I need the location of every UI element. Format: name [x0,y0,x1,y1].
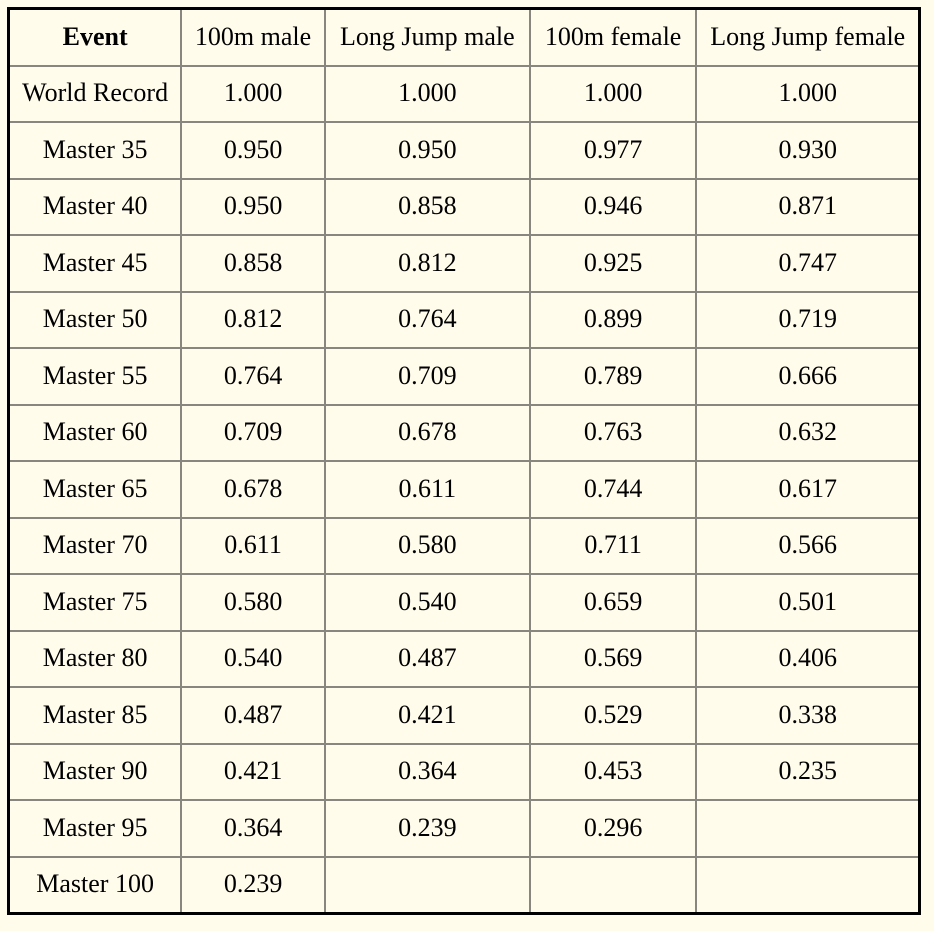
factor-value-cell: 0.540 [323,573,531,632]
factor-value-cell: 1.000 [180,64,326,123]
factor-value-cell: 0.930 [695,121,921,180]
column-header-long-jump-female: Long Jump female [695,7,921,67]
factor-value-cell [695,855,921,915]
event-label-cell: Master 35 [7,121,183,180]
event-label-cell: Master 85 [7,686,183,745]
factor-value-cell: 0.744 [528,460,698,519]
factor-value-cell [528,855,698,915]
table-row: Master 50 0.812 0.764 0.899 0.719 [7,290,921,349]
event-label-cell: Master 40 [7,177,183,236]
table-row: Master 70 0.611 0.580 0.711 0.566 [7,516,921,575]
factor-value-cell: 0.580 [180,573,326,632]
table-row: Master 95 0.364 0.239 0.296 [7,799,921,858]
event-label-cell: Master 45 [7,234,183,293]
factor-value-cell: 0.453 [528,742,698,801]
age-grading-table: Event 100m male Long Jump male 100m fema… [7,7,921,915]
factor-value-cell: 0.719 [695,290,921,349]
factor-value-cell: 0.540 [180,629,326,688]
column-header-event: Event [7,7,183,67]
event-label-cell: Master 70 [7,516,183,575]
factor-value-cell: 0.487 [180,686,326,745]
event-label-cell: Master 75 [7,573,183,632]
table-row: Master 90 0.421 0.364 0.453 0.235 [7,742,921,801]
factor-value-cell: 0.764 [180,347,326,406]
event-label-cell: Master 95 [7,799,183,858]
event-label-cell: World Record [7,64,183,123]
factor-value-cell: 0.580 [323,516,531,575]
factor-value-cell [323,855,531,915]
factor-value-cell: 0.632 [695,403,921,462]
factor-value-cell: 0.871 [695,177,921,236]
factor-value-cell: 0.338 [695,686,921,745]
factor-value-cell: 0.364 [323,742,531,801]
factor-value-cell: 0.659 [528,573,698,632]
factor-value-cell: 0.406 [695,629,921,688]
table-row: Master 60 0.709 0.678 0.763 0.632 [7,403,921,462]
factor-value-cell: 0.946 [528,177,698,236]
column-header-long-jump-male: Long Jump male [323,7,531,67]
table-row: Master 75 0.580 0.540 0.659 0.501 [7,573,921,632]
factor-value-cell: 0.611 [180,516,326,575]
factor-value-cell: 0.763 [528,403,698,462]
factor-value-cell: 1.000 [695,64,921,123]
table-row: Master 45 0.858 0.812 0.925 0.747 [7,234,921,293]
column-header-100m-female: 100m female [528,7,698,67]
event-label-cell: Master 100 [7,855,183,915]
factor-value-cell: 0.709 [180,403,326,462]
column-header-100m-male: 100m male [180,7,326,67]
factor-value-cell: 0.899 [528,290,698,349]
factor-value-cell: 0.858 [180,234,326,293]
factor-value-cell: 0.764 [323,290,531,349]
table-row: Master 100 0.239 [7,855,921,915]
factor-value-cell: 0.529 [528,686,698,745]
table-row: Master 40 0.950 0.858 0.946 0.871 [7,177,921,236]
factor-value-cell: 0.296 [528,799,698,858]
event-label-cell: Master 80 [7,629,183,688]
factor-value-cell: 0.421 [323,686,531,745]
factor-value-cell: 0.421 [180,742,326,801]
factor-value-cell: 0.364 [180,799,326,858]
factor-value-cell: 0.950 [180,177,326,236]
table-row: World Record 1.000 1.000 1.000 1.000 [7,64,921,123]
factor-value-cell: 0.569 [528,629,698,688]
factor-value-cell: 0.239 [180,855,326,915]
table-row: Master 65 0.678 0.611 0.744 0.617 [7,460,921,519]
table-row: Master 35 0.950 0.950 0.977 0.930 [7,121,921,180]
factor-value-cell: 0.812 [323,234,531,293]
event-label-cell: Master 50 [7,290,183,349]
factor-value-cell: 0.501 [695,573,921,632]
factor-value-cell: 0.977 [528,121,698,180]
table-row: Master 85 0.487 0.421 0.529 0.338 [7,686,921,745]
event-label-cell: Master 60 [7,403,183,462]
factor-value-cell: 0.239 [323,799,531,858]
factor-value-cell: 1.000 [528,64,698,123]
factor-value-cell: 0.487 [323,629,531,688]
factor-value-cell: 0.235 [695,742,921,801]
factor-value-cell: 0.617 [695,460,921,519]
table-row: Master 80 0.540 0.487 0.569 0.406 [7,629,921,688]
event-label-cell: Master 90 [7,742,183,801]
factor-value-cell: 0.925 [528,234,698,293]
table-body: World Record 1.000 1.000 1.000 1.000 Master 3… [7,64,921,915]
factor-value-cell: 0.666 [695,347,921,406]
factor-value-cell: 1.000 [323,64,531,123]
table-row: Master 55 0.764 0.709 0.789 0.666 [7,347,921,406]
event-label-cell: Master 65 [7,460,183,519]
factor-value-cell: 0.747 [695,234,921,293]
event-label-cell: Master 55 [7,347,183,406]
factor-value-cell [695,799,921,858]
header-row: Event 100m male Long Jump male 100m fema… [7,7,921,67]
factor-value-cell: 0.566 [695,516,921,575]
factor-value-cell: 0.678 [323,403,531,462]
factor-value-cell: 0.678 [180,460,326,519]
factor-value-cell: 0.950 [323,121,531,180]
factor-value-cell: 0.812 [180,290,326,349]
factor-value-cell: 0.950 [180,121,326,180]
factor-value-cell: 0.709 [323,347,531,406]
factor-value-cell: 0.711 [528,516,698,575]
factor-value-cell: 0.858 [323,177,531,236]
factor-value-cell: 0.789 [528,347,698,406]
factor-value-cell: 0.611 [323,460,531,519]
